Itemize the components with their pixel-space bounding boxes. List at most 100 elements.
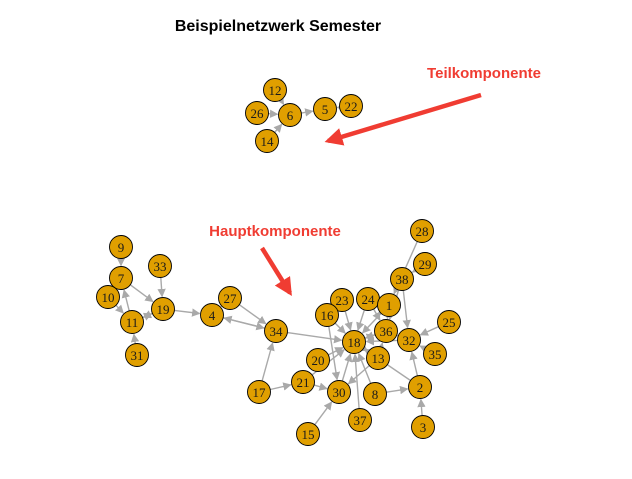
node-25: 25 xyxy=(437,310,461,334)
node-30: 30 xyxy=(327,380,351,404)
edge-15-30 xyxy=(314,401,333,426)
edge-17-34 xyxy=(261,342,275,382)
edge-37-18 xyxy=(351,353,360,409)
node-22: 22 xyxy=(339,94,363,118)
node-label-15: 15 xyxy=(302,427,315,442)
node-6: 6 xyxy=(278,103,302,127)
node-14: 14 xyxy=(255,129,279,153)
node-circle-18 xyxy=(342,330,366,354)
node-circle-4 xyxy=(200,303,224,327)
node-label-9: 9 xyxy=(118,240,125,255)
node-circle-20 xyxy=(306,348,330,372)
node-circle-16 xyxy=(315,303,339,327)
node-label-35: 35 xyxy=(429,347,442,362)
teilkomponente-arrow xyxy=(324,92,482,146)
node-label-33: 33 xyxy=(154,259,167,274)
node-circle-23 xyxy=(330,288,354,312)
edge-38-32 xyxy=(402,290,411,329)
node-circle-21 xyxy=(291,370,315,394)
node-27: 27 xyxy=(218,286,242,310)
node-label-23: 23 xyxy=(336,293,349,308)
edge-34-18 xyxy=(287,331,343,344)
edge-31-11 xyxy=(130,333,140,344)
node-label-30: 30 xyxy=(333,385,346,400)
node-11: 11 xyxy=(120,310,144,334)
node-label-17: 17 xyxy=(253,385,267,400)
node-label-25: 25 xyxy=(443,315,456,330)
edge-16-30 xyxy=(328,326,341,381)
node-label-34: 34 xyxy=(270,324,284,339)
node-38: 38 xyxy=(390,267,414,291)
node-label-6: 6 xyxy=(287,108,294,123)
node-label-28: 28 xyxy=(416,224,429,239)
node-circle-27 xyxy=(218,286,242,310)
node-circle-14 xyxy=(255,129,279,153)
node-1: 1 xyxy=(377,293,401,317)
node-label-36: 36 xyxy=(380,324,394,339)
node-label-32: 32 xyxy=(403,333,416,348)
node-label-5: 5 xyxy=(322,102,329,117)
node-23: 23 xyxy=(330,288,354,312)
edge-20-18 xyxy=(327,346,344,356)
node-circle-33 xyxy=(148,254,172,278)
node-label-21: 21 xyxy=(297,375,310,390)
node-circle-2 xyxy=(408,375,432,399)
node-label-4: 4 xyxy=(209,308,216,323)
node-circle-7 xyxy=(109,266,133,290)
node-label-1: 1 xyxy=(386,298,393,313)
node-20: 20 xyxy=(306,348,330,372)
node-circle-38 xyxy=(390,267,414,291)
node-circle-13 xyxy=(366,346,390,370)
node-label-11: 11 xyxy=(126,315,139,330)
node-26: 26 xyxy=(245,101,269,125)
node-34: 34 xyxy=(264,319,288,343)
node-circle-8 xyxy=(363,382,387,406)
hauptkomponente-label: Hauptkomponente xyxy=(209,223,341,240)
edge-23-18 xyxy=(344,310,353,331)
edge-24-18 xyxy=(356,309,366,331)
node-label-7: 7 xyxy=(118,271,125,286)
node-label-2: 2 xyxy=(417,380,424,395)
node-label-10: 10 xyxy=(102,290,115,305)
node-33: 33 xyxy=(148,254,172,278)
node-circle-34 xyxy=(264,319,288,343)
edge-24-36 xyxy=(372,308,381,321)
edge-19-11 xyxy=(142,310,153,319)
node-circle-6 xyxy=(278,103,302,127)
node-label-37: 37 xyxy=(354,413,368,428)
node-circle-22 xyxy=(339,94,363,118)
edge-6-5 xyxy=(301,108,314,117)
edge-17-21 xyxy=(270,382,292,391)
node-28: 28 xyxy=(410,219,434,243)
node-13: 13 xyxy=(366,346,390,370)
node-31: 31 xyxy=(125,343,149,367)
node-label-31: 31 xyxy=(131,348,144,363)
edge-33-19 xyxy=(157,277,166,298)
edge-29-38 xyxy=(411,264,422,273)
node-circle-36 xyxy=(374,319,398,343)
node-16: 16 xyxy=(315,303,339,327)
node-7: 7 xyxy=(109,266,133,290)
node-19: 19 xyxy=(151,297,175,321)
node-circle-35 xyxy=(423,342,447,366)
node-circle-1 xyxy=(377,293,401,317)
edge-21-30 xyxy=(313,382,328,391)
node-circle-17 xyxy=(247,380,271,404)
node-36: 36 xyxy=(374,319,398,343)
node-10: 10 xyxy=(96,285,120,309)
node-32: 32 xyxy=(397,328,421,352)
hauptkomponente-arrow xyxy=(260,246,292,297)
node-circle-31 xyxy=(125,343,149,367)
edge-12-6 xyxy=(276,95,285,106)
edge-34-4 xyxy=(223,315,265,329)
node-circle-37 xyxy=(348,408,372,432)
edge-8-18 xyxy=(357,352,372,384)
node-circle-25 xyxy=(437,310,461,334)
node-circle-29 xyxy=(413,252,437,276)
node-29: 29 xyxy=(413,252,437,276)
node-label-22: 22 xyxy=(345,99,358,114)
node-label-14: 14 xyxy=(261,134,275,149)
node-label-12: 12 xyxy=(269,83,282,98)
